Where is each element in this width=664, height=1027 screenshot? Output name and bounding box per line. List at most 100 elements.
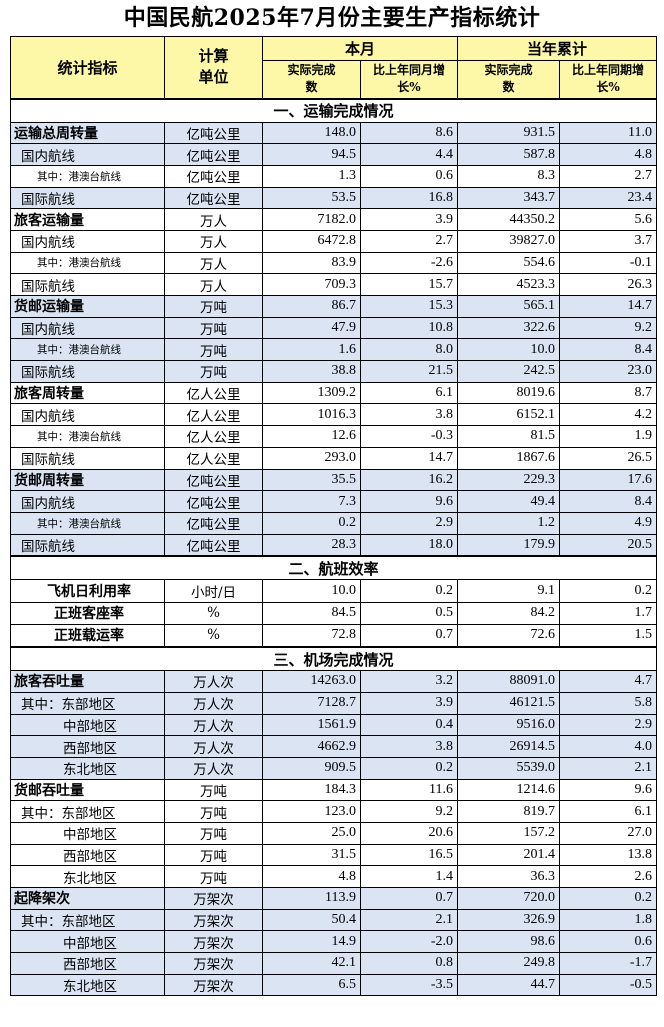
ytd-actual-value: 98.6 [457,930,561,954]
ytd-growth-value: 4.2 [559,403,658,427]
row-unit: 万吨 [164,865,263,889]
ytd-growth-value: 2.6 [559,865,658,889]
row-unit: % [164,623,263,648]
month-actual-value: 184.3 [262,778,361,802]
ytd-growth-value: 0.2 [559,887,658,910]
month-growth-value: 0.5 [359,601,459,625]
ytd-actual-value: 249.8 [457,952,561,975]
row-label: 其中：港澳台航线 [10,425,165,448]
header-indicator: 统计指标 [10,36,165,99]
row-unit: 亿吨公里 [164,533,263,557]
row-label: 国际航线 [10,273,165,296]
month-growth-value: 2.7 [359,229,459,253]
table-row: 西部地区 万吨 31.5 16.5 201.4 13.8 [10,843,658,867]
row-unit: 万人次 [164,713,263,737]
table-row: 中部地区 万吨 25.0 20.6 157.2 27.0 [10,821,658,845]
month-actual-value: 909.5 [262,756,361,780]
month-actual-value: 123.0 [262,800,361,823]
table-row: 东北地区 万吨 4.8 1.4 36.3 2.6 [10,865,658,889]
month-actual-value: 7182.0 [262,208,361,231]
ytd-actual-value: 46121.5 [457,691,561,715]
month-growth-value: 14.7 [359,446,459,470]
table-row: 国内航线 万吨 47.9 10.8 322.6 9.2 [10,316,658,340]
row-label: 中部地区 [10,930,165,954]
table-row: 正班客座率% 84.5 0.5 84.2 1.7 [10,601,658,625]
row-label: 东北地区 [10,865,165,889]
row-label: 货邮周转量 [10,468,165,492]
row-unit: 亿吨公里 [164,468,263,492]
ytd-growth-value: 4.8 [559,143,658,166]
month-growth-value: -2.6 [359,251,459,275]
month-actual-value: 50.4 [262,908,361,932]
table-row: 货邮周转量 亿吨公里 35.5 16.2 229.3 17.6 [10,468,658,492]
month-growth-value: 18.0 [359,533,459,557]
row-unit: 万架次 [164,973,263,997]
row-label: 西部地区 [10,952,165,975]
row-unit: 万吨 [164,360,263,383]
section-header-row: 一、运输完成情况 [9,97,658,123]
row-unit: 万架次 [164,930,263,954]
month-actual-value: 14263.0 [262,670,361,693]
ytd-actual-value: 1867.6 [457,446,561,470]
month-growth-value: 1.4 [359,865,459,889]
row-label: 国内航线 [10,403,165,427]
ytd-actual-value: 565.1 [457,295,561,318]
header-month-actual: 实际完成数 [262,60,361,99]
table-row: 其中：港澳台航线 亿吨公里 1.3 0.6 8.3 2.7 [10,164,658,188]
section-header-row: 二、航班效率 [9,555,658,581]
month-actual-value: 31.5 [262,843,361,867]
ytd-growth-value: 23.0 [559,360,658,383]
month-actual-value: 35.5 [262,468,361,492]
row-label: 其中：东部地区 [10,800,165,823]
header-unit-text: 计算单位 [198,47,229,87]
table-row: 其中：港澳台航线 亿吨公里 0.2 2.9 1.2 4.9 [10,511,658,535]
ytd-growth-value: 23.4 [559,186,658,210]
table-row: 东北地区 万人次 909.5 0.2 5539.0 2.1 [10,756,658,780]
month-growth-value: 21.5 [359,360,459,383]
ytd-growth-value: 8.4 [559,490,658,513]
table-row: 飞机日利用率 小时/日 10.0 0.2 9.1 0.2 [10,579,658,603]
ytd-growth-value: 20.5 [559,533,658,557]
month-growth-value: -3.5 [359,973,459,997]
row-unit: 万吨 [164,338,263,362]
section-title: 二、航班效率 [9,555,658,581]
ytd-growth-value: 6.1 [559,800,658,823]
ytd-growth-value: 1.9 [559,425,658,448]
ytd-actual-value: 4523.3 [457,273,561,296]
table-row: 其中：港澳台航线 亿人公里 12.6 -0.3 81.5 1.9 [10,425,658,448]
ytd-actual-value: 8019.6 [457,381,561,405]
table-row: 起降架次 万架次 113.9 0.7 720.0 0.2 [10,887,658,910]
row-unit: 万人 [164,251,263,275]
ytd-growth-value: 9.6 [559,778,658,802]
row-label: 旅客周转量 [10,381,165,405]
ytd-actual-value: 9516.0 [457,713,561,737]
ytd-growth-value: 4.7 [559,670,658,693]
row-unit: 万吨 [164,778,263,802]
ytd-actual-value: 36.3 [457,865,561,889]
ytd-growth-value: 14.7 [559,295,658,318]
ytd-actual-value: 931.5 [457,121,561,145]
row-label: 正班客座率 [10,601,165,625]
ytd-actual-value: 5539.0 [457,756,561,780]
row-unit: 万架次 [164,952,263,975]
month-growth-value: 15.3 [359,295,459,318]
table-row: 其中：东部地区 万吨 123.0 9.2 819.7 6.1 [10,800,658,823]
row-label: 正班载运率 [10,623,165,648]
ytd-growth-value: 2.1 [559,756,658,780]
ytd-growth-value: 5.8 [559,691,658,715]
month-growth-value: 16.5 [359,843,459,867]
ytd-actual-value: 201.4 [457,843,561,867]
row-label: 东北地区 [10,756,165,780]
table-row: 货邮吞吐量 万吨 184.3 11.6 1214.6 9.6 [10,778,658,802]
ytd-actual-value: 1.2 [457,511,561,535]
row-unit: % [164,601,263,625]
page-title: 中国民航2025年7月份主要生产指标统计 [123,5,541,31]
month-actual-value: 53.5 [262,186,361,210]
row-label: 国际航线 [10,186,165,210]
month-actual-value: 84.5 [262,601,361,625]
row-label: 飞机日利用率 [10,579,165,603]
ytd-growth-value: 2.7 [559,164,658,188]
month-growth-value: 3.8 [359,735,459,758]
row-label: 其中：港澳台航线 [10,511,165,535]
header-month-actual-text: 实际完成数 [287,63,336,95]
